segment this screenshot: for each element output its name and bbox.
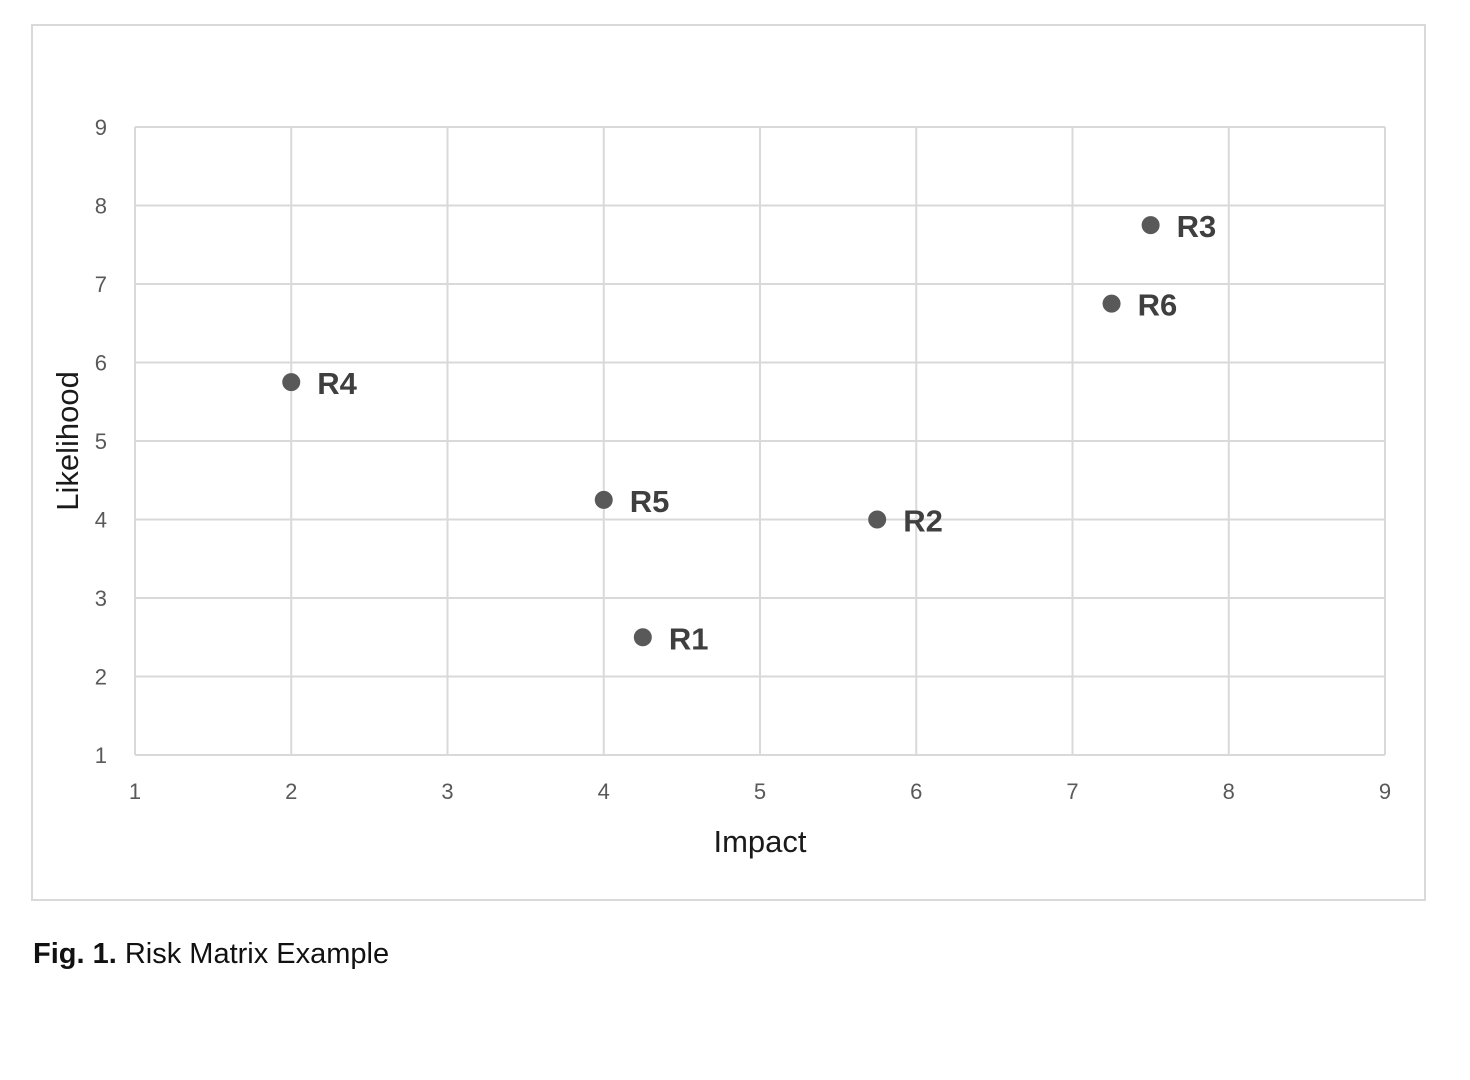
y-tick-label: 8 (95, 194, 107, 219)
figure-caption: Fig. 1. Risk Matrix Example (33, 938, 389, 971)
point-marker (633, 628, 652, 647)
point-label: R4 (317, 366, 357, 401)
figure-caption-text: Risk Matrix Example (124, 938, 390, 970)
point-marker (868, 510, 887, 529)
x-tick-label: 2 (285, 779, 297, 804)
point-label: R1 (669, 621, 709, 656)
point-marker (282, 373, 301, 392)
data-point-r6: R6 (1102, 288, 1178, 323)
data-point-r1: R1 (633, 621, 709, 656)
figure-number: Fig. 1. (33, 938, 117, 970)
y-tick-label: 7 (95, 272, 107, 297)
point-marker (594, 490, 613, 509)
point-marker (1141, 216, 1160, 235)
data-point-r3: R3 (1141, 209, 1217, 244)
x-tick-label: 7 (1066, 779, 1078, 804)
x-tick-label: 5 (754, 779, 766, 804)
y-axis-title: Likelihood (50, 371, 85, 511)
y-tick-label: 2 (95, 665, 107, 690)
x-tick-labels: 1 2 3 4 5 6 7 8 9 (129, 779, 1391, 804)
point-label: R3 (1177, 209, 1217, 244)
x-tick-label: 6 (910, 779, 922, 804)
x-tick-label: 3 (441, 779, 453, 804)
gridlines (134, 126, 1386, 756)
y-tick-label: 5 (95, 429, 107, 454)
point-label: R2 (903, 504, 943, 539)
x-axis-title: Impact (713, 824, 806, 859)
y-tick-label: 6 (95, 351, 107, 376)
y-tick-label: 3 (95, 586, 107, 611)
x-tick-label: 8 (1223, 779, 1235, 804)
data-point-r4: R4 (282, 366, 358, 401)
y-tick-label: 1 (95, 743, 107, 768)
data-point-r5: R5 (594, 484, 670, 519)
data-points: R1 R2 R3 R4 R5 R6 (282, 209, 1216, 656)
point-label: R6 (1138, 288, 1178, 323)
x-tick-label: 9 (1379, 779, 1391, 804)
point-label: R5 (630, 484, 670, 519)
y-tick-labels: 1 2 3 4 5 6 7 8 9 (95, 115, 107, 768)
y-tick-label: 4 (95, 508, 107, 533)
point-marker (1102, 294, 1121, 313)
x-tick-label: 4 (598, 779, 610, 804)
x-tick-label: 1 (129, 779, 141, 804)
data-point-r2: R2 (868, 504, 943, 539)
y-tick-label: 9 (95, 115, 107, 140)
